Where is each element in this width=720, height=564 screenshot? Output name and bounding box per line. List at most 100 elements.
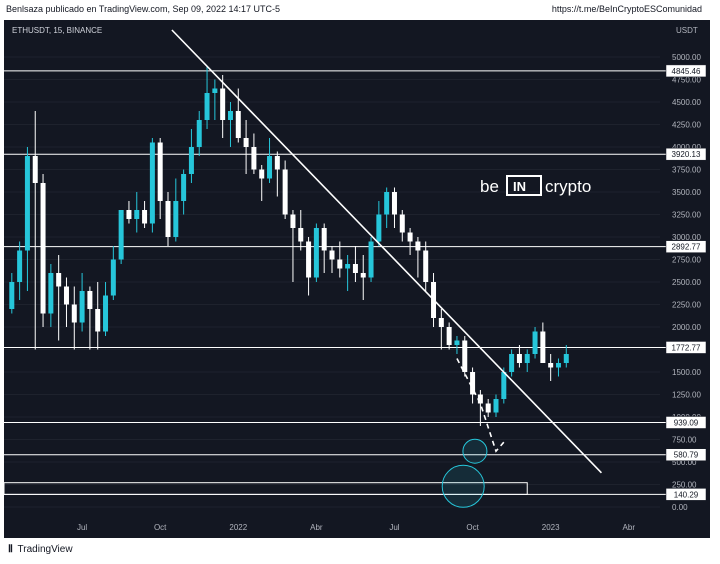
publisher-text: Benlsaza publicado en TradingView.com, S… bbox=[6, 4, 281, 14]
trendline-line bbox=[171, 29, 603, 474]
candle-body bbox=[540, 331, 546, 363]
candle-body bbox=[259, 169, 265, 179]
candle-body bbox=[306, 241, 312, 278]
level-label-text: 939.09 bbox=[674, 418, 699, 427]
candle-body bbox=[165, 201, 171, 237]
level-label-box bbox=[665, 147, 707, 161]
candle-body bbox=[149, 142, 155, 224]
candle-body bbox=[87, 291, 93, 309]
community-link[interactable]: https://t.me/BeInCryptoESComunidad bbox=[551, 4, 702, 14]
x-tick-label: Jul bbox=[77, 523, 87, 532]
y-tick-label: 2500.00 bbox=[672, 278, 701, 287]
candle-body bbox=[243, 138, 249, 147]
price-levels bbox=[4, 70, 666, 495]
target-circle bbox=[441, 464, 485, 508]
chart-area[interactable]: 0.00250.00500.00750.001000.001250.001500… bbox=[4, 20, 710, 538]
candle-body bbox=[516, 354, 522, 363]
projection-path bbox=[456, 358, 505, 453]
tradingview-logo-icon: Ⅱ bbox=[8, 544, 13, 555]
y-tick-label: 2000.00 bbox=[672, 323, 701, 332]
y-tick-label: 1250.00 bbox=[672, 391, 701, 400]
candle-body bbox=[532, 331, 538, 354]
candle-body bbox=[173, 201, 179, 237]
candle-body bbox=[118, 210, 124, 260]
y-tick-label: 2250.00 bbox=[672, 301, 701, 310]
y-tick-label: 750.00 bbox=[672, 436, 697, 445]
candle-body bbox=[79, 291, 85, 323]
candle-body bbox=[352, 264, 358, 273]
candles bbox=[9, 66, 569, 426]
y-tick-label: 3750.00 bbox=[672, 166, 701, 175]
candle-body bbox=[501, 372, 507, 399]
level-label-text: 4845.46 bbox=[672, 67, 701, 76]
watermark-logo: be IN crypto bbox=[480, 175, 591, 196]
candle-body bbox=[298, 228, 304, 242]
x-tick-label: Abr bbox=[623, 523, 636, 532]
candle-body bbox=[485, 403, 491, 413]
candle-body bbox=[493, 399, 499, 413]
price-chart[interactable]: 0.00250.00500.00750.001000.001250.001500… bbox=[4, 20, 710, 538]
level-label-box bbox=[665, 488, 707, 501]
candle-body bbox=[157, 142, 163, 201]
y-tick-label: 4750.00 bbox=[672, 76, 701, 85]
candle-body bbox=[181, 174, 187, 201]
x-axis: Jul Oct 2022 Abr Jul Oct 2023 Abr bbox=[77, 523, 635, 532]
candle-body bbox=[462, 340, 468, 372]
candle-body bbox=[220, 88, 226, 120]
candle-body bbox=[524, 354, 530, 363]
candle-body bbox=[368, 241, 374, 278]
projection-line bbox=[456, 358, 505, 453]
candle-body bbox=[282, 169, 288, 215]
logo-box-icon bbox=[506, 175, 542, 196]
chart-background bbox=[4, 20, 710, 538]
y-tick-label: 3250.00 bbox=[672, 211, 701, 220]
tradingview-brand: TradingView bbox=[17, 544, 73, 555]
y-tick-label: 2750.00 bbox=[672, 256, 701, 265]
candle-body bbox=[235, 111, 241, 138]
candle-body bbox=[251, 147, 257, 170]
target-circle bbox=[462, 438, 488, 464]
level-label-box bbox=[665, 416, 707, 429]
candle-body bbox=[548, 363, 554, 368]
y-tick-label: 5000.00 bbox=[672, 53, 701, 62]
x-tick-label: Oct bbox=[466, 523, 479, 532]
candle-body bbox=[423, 250, 429, 282]
candle-body bbox=[446, 327, 452, 345]
x-tick-label: 2023 bbox=[542, 523, 560, 532]
x-tick-label: Oct bbox=[154, 523, 167, 532]
candle-body bbox=[48, 273, 54, 314]
candle-body bbox=[212, 88, 218, 93]
candle-body bbox=[376, 214, 382, 242]
candle-body bbox=[204, 93, 210, 120]
level-label-box bbox=[665, 64, 707, 78]
candle-body bbox=[454, 340, 460, 345]
candle-body bbox=[71, 304, 77, 323]
candle-body bbox=[290, 214, 296, 228]
candle-body bbox=[345, 264, 351, 269]
level-label-box bbox=[665, 240, 707, 253]
candle-body bbox=[329, 250, 335, 260]
y-tick-label: 4000.00 bbox=[672, 143, 701, 152]
tradingview-footer: Ⅱ TradingView bbox=[8, 544, 73, 555]
level-label-text: 140.29 bbox=[674, 490, 699, 499]
candle-body bbox=[563, 354, 569, 363]
level-label-box bbox=[665, 341, 707, 354]
candle-body bbox=[227, 111, 233, 120]
candle-body bbox=[103, 295, 109, 332]
candle-body bbox=[407, 232, 413, 242]
candle-body bbox=[470, 372, 476, 395]
candle-body bbox=[274, 156, 280, 170]
candle-body bbox=[384, 192, 390, 215]
candle-body bbox=[56, 273, 62, 287]
level-labels: 4845.46 3920.13 2892.77 1772.77 939.09 580.79… bbox=[665, 64, 707, 501]
candle-body bbox=[24, 156, 30, 251]
candle-body bbox=[337, 259, 343, 269]
candle-body bbox=[17, 250, 23, 282]
logo-middle: IN bbox=[513, 179, 526, 194]
candle-body bbox=[126, 210, 132, 219]
candle-body bbox=[360, 273, 366, 278]
top-bar: Benlsaza publicado en TradingView.com, S… bbox=[0, 0, 720, 20]
level-label-text: 3920.13 bbox=[672, 150, 701, 159]
candle-body bbox=[399, 214, 405, 233]
candle-body bbox=[196, 120, 202, 147]
